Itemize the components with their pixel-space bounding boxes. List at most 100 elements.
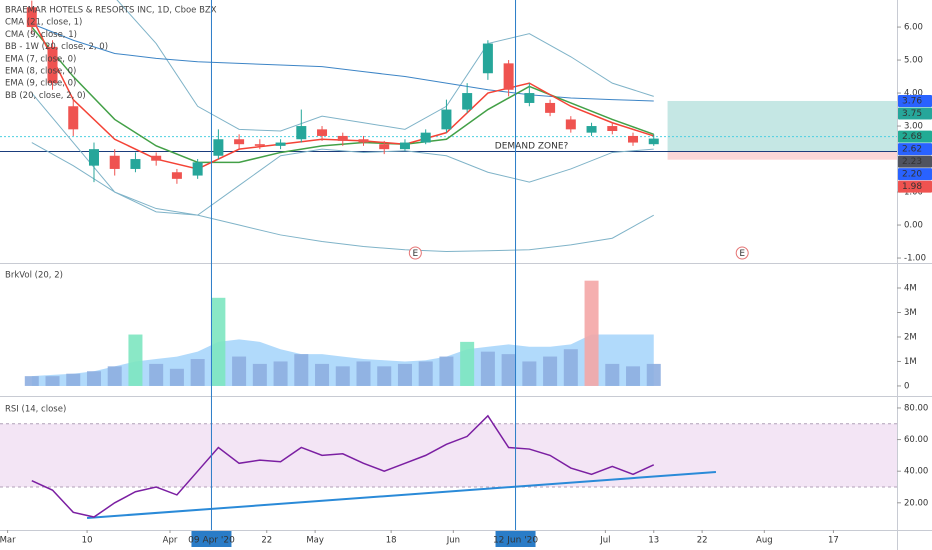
indicator-line	[31, 23, 654, 102]
volume-bar	[252, 363, 267, 386]
y-tick-label: 3M	[904, 308, 917, 318]
indicator-legend: BB - 1W (20, close, 2, 0)	[5, 42, 108, 52]
candle-body	[648, 138, 659, 145]
candle-body	[565, 119, 576, 130]
x-tick-label: 18	[386, 536, 397, 546]
y-tick-label: 6.00	[904, 23, 923, 33]
position-zone	[667, 100, 897, 152]
y-tick-label: 0.00	[904, 221, 923, 231]
y-tick-label: 80.00	[904, 403, 928, 413]
candle-body	[586, 126, 597, 133]
indicator-line	[31, 142, 654, 252]
pane-title: BrkVol (20, 2)	[5, 271, 63, 281]
candle-body	[462, 93, 473, 110]
candle-body	[213, 139, 224, 156]
crosshair-date: 09 Apr '20	[188, 536, 235, 546]
candle-body	[399, 142, 410, 150]
crosshair-date: 12 Jun '20	[493, 536, 538, 546]
price-label: 2.20	[902, 170, 922, 180]
volume-bar	[149, 363, 164, 386]
price-label-bg	[898, 155, 932, 168]
x-tick-label: Mar	[0, 536, 16, 546]
indicator-legend: EMA (7, close, 0)	[5, 54, 76, 64]
candle-body	[88, 149, 99, 166]
candle-body	[441, 109, 452, 130]
earnings-marker	[735, 246, 749, 260]
earnings-label: E	[739, 249, 745, 259]
indicator-line	[31, 92, 654, 216]
y-tick-label: 20.00	[904, 498, 928, 508]
volume-bar	[86, 371, 101, 386]
candle-body	[296, 126, 307, 140]
symbol-title: BRAEMAR HOTELS & RESORTS INC, 1D, Cboe B…	[5, 6, 217, 16]
candle-body	[275, 142, 286, 146]
volume-bar	[232, 356, 247, 386]
y-tick-label: 0	[904, 381, 909, 391]
price-label: 3.76	[902, 96, 922, 106]
indicator-line	[116, 0, 654, 132]
earnings-label: E	[412, 249, 418, 259]
price-label: 2.23	[902, 157, 922, 167]
candle-body	[607, 126, 618, 131]
volume-bar	[211, 297, 226, 386]
candle-body	[379, 144, 390, 150]
candle-body	[337, 135, 348, 141]
volume-bar	[605, 363, 620, 386]
volume-bar	[543, 356, 558, 386]
trendline	[87, 470, 717, 519]
candle-body	[26, 7, 37, 28]
price-label-bg	[898, 143, 932, 156]
indicator-legend: BB (20, close, 2, 0)	[5, 91, 86, 101]
volume-bar	[522, 361, 537, 386]
indicator-legend: CMA (21, close, 1)	[5, 18, 82, 28]
volume-bar	[397, 363, 412, 386]
candle-body	[109, 155, 120, 169]
x-tick-label: Apr	[163, 536, 178, 546]
volume-bar	[418, 361, 433, 386]
rsi-line	[31, 414, 655, 518]
price-label: 2.62	[902, 145, 922, 155]
candle-body	[482, 43, 493, 74]
x-tick-label: Jun	[446, 536, 460, 546]
volume-bar	[273, 361, 288, 386]
volume-bar	[66, 373, 81, 386]
price-label-bg	[898, 107, 932, 120]
volume-bar	[190, 359, 205, 386]
volume-bar	[335, 366, 350, 386]
price-label: 2.68	[902, 132, 922, 142]
x-tick-label: 13	[648, 536, 659, 546]
candle-body	[420, 132, 431, 143]
candle-body	[545, 102, 556, 113]
rsi-band	[0, 423, 897, 488]
x-tick-label: 10	[82, 536, 93, 546]
candle-body	[254, 144, 265, 146]
x-tick-label: 17	[828, 536, 839, 546]
volume-bar	[439, 356, 454, 386]
volume-bar	[646, 363, 661, 386]
volume-average-area	[31, 334, 654, 386]
x-tick-label: 22	[261, 536, 272, 546]
candle-body	[192, 162, 203, 176]
candle-body	[47, 46, 58, 84]
candle-body	[317, 129, 328, 136]
y-tick-label: -1.00	[904, 254, 926, 264]
y-tick-label: 5.00	[904, 56, 923, 66]
volume-bar	[45, 376, 60, 386]
volume-bar	[169, 368, 184, 386]
position-zone	[667, 151, 897, 160]
price-label-bg	[898, 180, 932, 193]
volume-bar	[480, 351, 495, 386]
volume-bar	[460, 341, 475, 386]
candle-body	[358, 139, 369, 143]
x-tick-label: May	[306, 536, 324, 546]
volume-bar	[24, 376, 39, 386]
volume-bar	[377, 366, 392, 386]
annotation: DEMAND ZONE?	[495, 141, 569, 151]
y-tick-label: 3.00	[904, 122, 923, 132]
volume-bar	[563, 349, 578, 386]
volume-bar	[107, 366, 122, 386]
y-tick-label: 4.00	[904, 89, 923, 99]
volume-bar	[128, 334, 143, 386]
x-tick-label: Aug	[756, 536, 773, 546]
